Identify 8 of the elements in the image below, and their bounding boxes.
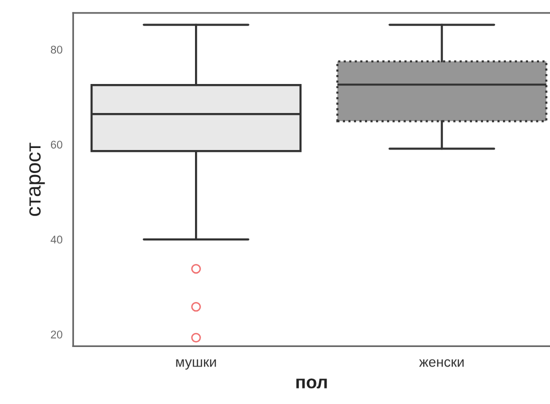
y-tick-label: 40 bbox=[50, 236, 62, 244]
y-tick-label: 20 bbox=[50, 330, 62, 338]
x-tick-label: мушки bbox=[176, 359, 216, 370]
x-tick-label: женски bbox=[419, 359, 464, 367]
y-tick-label: 60 bbox=[50, 140, 62, 149]
x-axis-title: пол bbox=[296, 378, 327, 388]
y-tick-label: 80 bbox=[50, 46, 62, 54]
y-axis-title: старост bbox=[29, 142, 45, 216]
